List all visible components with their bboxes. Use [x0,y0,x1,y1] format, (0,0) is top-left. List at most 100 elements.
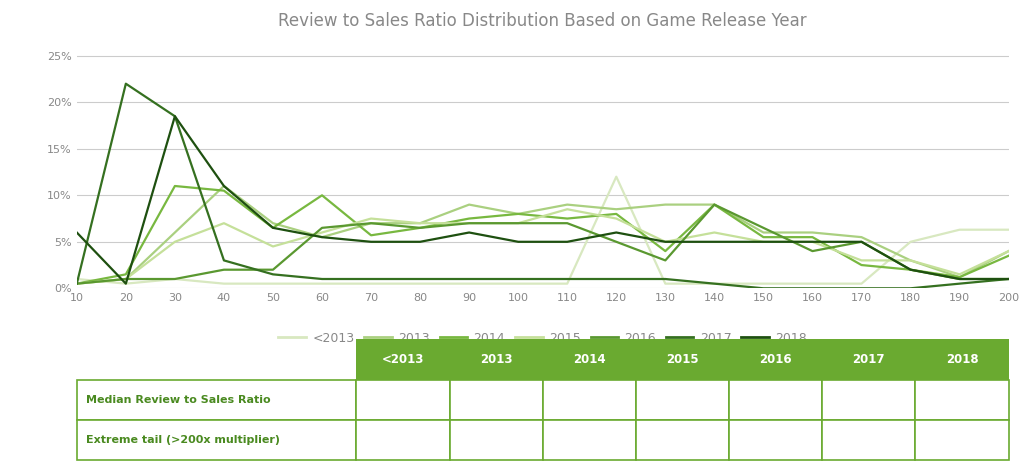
<2013 [315,281,328,286]
2018 [267,225,280,231]
2018 [218,183,230,189]
Text: 2018: 2018 [946,353,978,366]
2016 [414,225,426,231]
FancyBboxPatch shape [822,380,915,420]
2015 [659,239,672,245]
FancyBboxPatch shape [356,380,450,420]
2015 [855,258,867,263]
2017 [169,113,181,119]
2014 [806,234,818,240]
2015 [169,239,181,245]
<2013 [169,276,181,282]
Text: 2013: 2013 [480,353,512,366]
2014 [1002,253,1015,259]
2017 [218,258,230,263]
Text: <2013: <2013 [382,353,424,366]
2017 [953,281,966,286]
2017 [512,276,524,282]
2017 [315,276,328,282]
2016 [512,220,524,226]
2016 [953,276,966,282]
Line: 2018: 2018 [77,116,1009,284]
Text: 2017: 2017 [853,353,885,366]
2018 [659,239,672,245]
2018 [414,239,426,245]
FancyBboxPatch shape [636,420,729,460]
Bar [729,339,822,380]
FancyBboxPatch shape [915,380,1009,420]
Bar [636,339,729,380]
2017 [855,286,867,291]
2014 [855,262,867,268]
2014 [904,267,916,272]
2014 [512,211,524,217]
2016 [610,239,623,245]
2018 [855,239,867,245]
FancyBboxPatch shape [636,380,729,420]
2013 [953,274,966,280]
2014 [218,188,230,193]
FancyBboxPatch shape [77,380,356,420]
2015 [267,244,280,249]
2015 [758,239,770,245]
Line: 2015: 2015 [77,209,1009,284]
2013 [315,234,328,240]
2018 [120,281,132,286]
2014 [365,232,377,238]
Line: 2013: 2013 [77,186,1009,284]
Text: 2016: 2016 [760,353,792,366]
2018 [71,230,83,235]
2016 [71,281,83,286]
<2013 [267,281,280,286]
<2013 [758,281,770,286]
<2013 [561,281,573,286]
2017 [414,276,426,282]
2013 [904,258,916,263]
2015 [610,216,623,221]
2016 [120,276,132,282]
<2013 [953,227,966,232]
FancyBboxPatch shape [543,420,636,460]
<2013 [1002,227,1015,232]
2018 [758,239,770,245]
2017 [71,281,83,286]
2018 [953,276,966,282]
2016 [561,220,573,226]
2014 [414,225,426,231]
2016 [904,267,916,272]
FancyBboxPatch shape [729,420,822,460]
2013 [561,202,573,207]
Text: 2014: 2014 [573,353,605,366]
Bar [450,339,543,380]
2016 [315,225,328,231]
FancyBboxPatch shape [915,420,1009,460]
2013 [758,230,770,235]
2017 [1002,276,1015,282]
2016 [758,225,770,231]
2016 [855,239,867,245]
2016 [709,202,721,207]
Bar [356,339,450,380]
<2013 [806,281,818,286]
2017 [267,272,280,277]
2015 [1002,248,1015,254]
2014 [71,281,83,286]
Title: Review to Sales Ratio Distribution Based on Game Release Year: Review to Sales Ratio Distribution Based… [279,12,807,30]
2016 [659,258,672,263]
<2013 [120,281,132,286]
2018 [463,230,475,235]
Text: 2015: 2015 [667,353,698,366]
2014 [315,193,328,198]
2016 [169,276,181,282]
2014 [709,202,721,207]
2014 [120,272,132,277]
2013 [169,230,181,235]
2017 [904,286,916,291]
<2013 [463,281,475,286]
2014 [463,216,475,221]
2014 [659,248,672,254]
2018 [709,239,721,245]
2018 [315,234,328,240]
FancyBboxPatch shape [356,420,450,460]
Line: <2013: <2013 [77,177,1009,284]
